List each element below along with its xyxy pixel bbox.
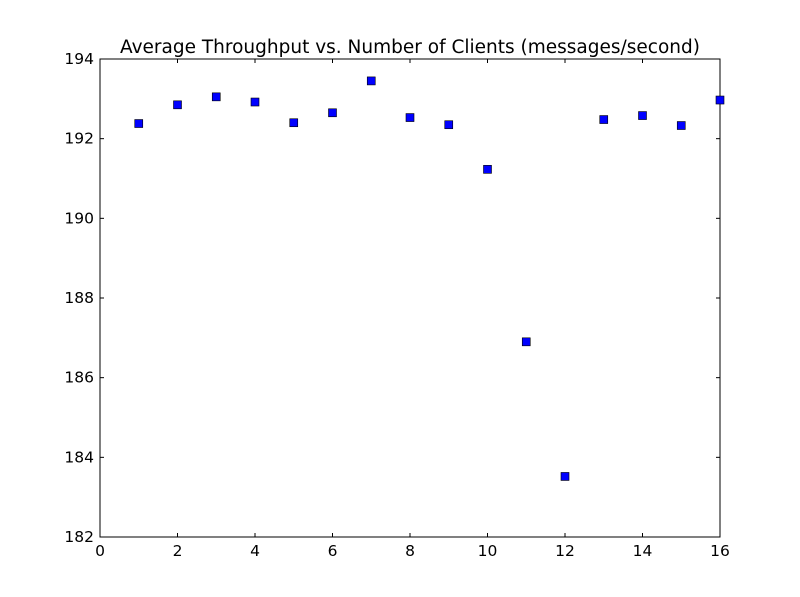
data-point <box>173 100 182 110</box>
data-point <box>134 119 144 128</box>
data-point <box>444 120 454 130</box>
y-tick-label: 190 <box>64 209 94 227</box>
x-tick-label: 14 <box>633 542 653 560</box>
data-point <box>211 92 221 102</box>
x-axis: 0 2 4 6 8 10 12 14 16 <box>95 59 730 560</box>
data-point <box>521 337 531 347</box>
data-point <box>560 472 570 481</box>
data-point <box>250 97 260 107</box>
x-tick-label: 10 <box>478 542 498 560</box>
data-point <box>289 118 299 128</box>
data-point <box>366 76 376 86</box>
x-tick-label: 6 <box>328 542 338 560</box>
data-points <box>134 76 725 481</box>
y-tick-label: 192 <box>64 130 94 148</box>
x-tick-label: 2 <box>173 542 183 560</box>
y-tick-label: 186 <box>64 369 94 387</box>
data-point <box>676 121 686 130</box>
data-point <box>715 95 725 105</box>
y-tick-label: 194 <box>64 50 94 68</box>
x-tick-label: 16 <box>710 542 730 560</box>
chart-title: Average Throughput vs. Number of Clients… <box>120 37 700 58</box>
x-tick-label: 4 <box>250 542 260 560</box>
y-axis: 182 184 186 188 190 192 194 <box>64 50 720 546</box>
x-tick-label: 0 <box>95 542 105 560</box>
x-tick-label: 12 <box>555 542 575 560</box>
data-point <box>328 108 337 118</box>
data-point <box>638 111 647 120</box>
data-point <box>483 165 492 174</box>
y-tick-label: 182 <box>64 528 94 546</box>
y-tick-label: 188 <box>64 289 94 307</box>
y-tick-label: 184 <box>64 448 94 466</box>
x-tick-label: 8 <box>405 542 415 560</box>
data-point <box>599 115 609 124</box>
data-point <box>405 113 415 122</box>
